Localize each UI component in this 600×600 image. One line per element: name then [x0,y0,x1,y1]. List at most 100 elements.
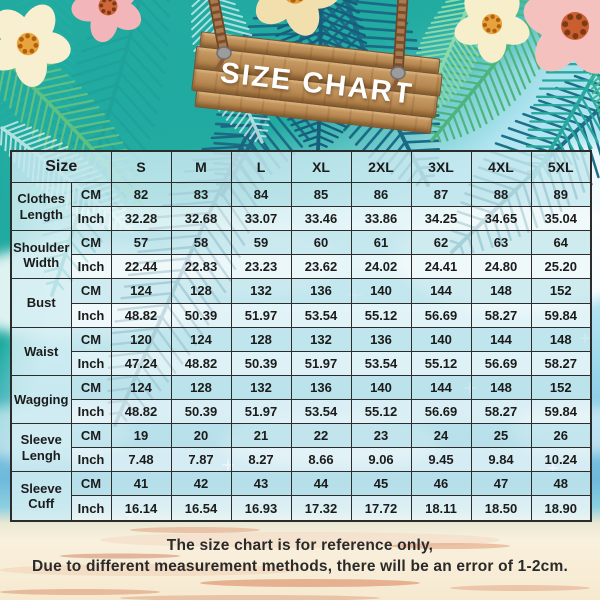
table-row: Inch 48.82 50.39 51.97 53.54 55.12 56.69 58.27 5… [11,302,592,328]
size-header-5xl: 5XL [530,150,592,183]
value-cell: 53.54 [290,302,352,328]
value-cell: 152 [530,278,592,304]
row-label: Waist [10,326,72,376]
value-cell: 148 [530,326,592,352]
value-cell: 21 [230,423,292,449]
value-cell: 41 [110,471,172,497]
flower-icon [71,0,142,43]
value-cell: 144 [470,326,532,352]
value-cell: 124 [110,374,172,400]
size-column-header: Size [10,150,112,183]
value-cell: 48.82 [170,350,232,376]
value-cell: 63 [470,230,532,256]
table-row: Inch 48.82 50.39 51.97 53.54 55.12 56.69 58.27 5… [11,398,592,425]
value-cell: 144 [410,374,472,400]
unit-cell: Inch [70,495,112,522]
value-cell: 140 [350,374,412,400]
size-header-s: S [110,150,172,183]
value-cell: 19 [110,423,172,449]
unit-cell: Inch [70,302,112,328]
table-row: Clothes Length CM 82 83 84 85 86 87 88 89 [10,181,592,232]
value-cell: 48.82 [110,302,172,328]
value-cell: 24.41 [410,254,472,280]
value-cell: 8.27 [230,447,292,473]
value-cell: 51.97 [290,350,352,376]
value-cell: 43 [230,471,292,497]
value-cell: 124 [170,326,232,352]
value-cell: 23.23 [230,254,292,280]
table-row: Inch 32.28 32.68 33.07 33.46 33.86 34.25 34.65 3… [11,206,592,232]
flower-icon [0,4,71,87]
size-chart-table: Size S M L XL 2XL 3XL 4XL 5XL Clothes Length CM 82… [10,150,593,522]
value-cell: 140 [410,326,472,352]
footnote: The size chart is for reference only, Du… [0,536,600,577]
row-label: Clothes Length [10,181,72,232]
table-row: Inch 16.14 16.54 16.93 17.32 17.72 18.11 18.50 1… [11,495,592,522]
value-cell: 53.54 [290,398,352,425]
value-cell: 33.86 [350,206,412,232]
table-row: Sleeve Lengh CM 19 20 21 22 23 24 25 26 [10,423,592,473]
tropical-flowers-icon [0,0,600,87]
unit-cell: CM [70,326,112,352]
row-label: Wagging [10,374,72,425]
table-row: Wagging CM 124 128 132 136 140 144 148 152 [10,374,592,425]
size-header-m: M [170,150,232,183]
value-cell: 7.87 [170,447,232,473]
value-cell: 62 [410,230,472,256]
value-cell: 60 [290,230,352,256]
table-row: Waist CM 120 124 128 132 136 140 144 148 [10,326,592,376]
value-cell: 24.02 [350,254,412,280]
value-cell: 136 [350,326,412,352]
value-cell: 136 [290,278,352,304]
unit-cell: Inch [70,206,112,232]
value-cell: 50.39 [170,398,232,425]
value-cell: 84 [230,181,292,208]
value-cell: 140 [350,278,412,304]
value-cell: 51.97 [230,398,292,425]
value-cell: 144 [410,278,472,304]
unit-cell: CM [70,374,112,400]
value-cell: 17.32 [290,495,352,522]
value-cell: 48 [530,471,592,497]
sand-streaks-decoration [0,527,590,600]
value-cell: 25 [470,423,532,449]
value-cell: 10.24 [530,447,592,473]
value-cell: 51.97 [230,302,292,328]
value-cell: 23 [350,423,412,449]
value-cell: 20 [170,423,232,449]
value-cell: 47 [470,471,532,497]
value-cell: 33.07 [230,206,292,232]
value-cell: 148 [470,374,532,400]
value-cell: 16.93 [230,495,292,522]
value-cell: 64 [530,230,592,256]
value-cell: 44 [290,471,352,497]
table-row: Bust CM 124 128 132 136 140 144 148 152 [10,278,592,328]
flower-icon [454,0,530,63]
value-cell: 55.12 [350,302,412,328]
unit-cell: CM [70,230,112,256]
row-label: Bust [10,278,72,328]
value-cell: 53.54 [350,350,412,376]
value-cell: 9.84 [470,447,532,473]
unit-cell: Inch [70,398,112,425]
value-cell: 46 [410,471,472,497]
value-cell: 33.46 [290,206,352,232]
value-cell: 24 [410,423,472,449]
footnote-line-2: Due to different measurement methods, th… [32,557,568,575]
value-cell: 22.83 [170,254,232,280]
value-cell: 55.12 [410,350,472,376]
value-cell: 48.82 [110,398,172,425]
value-cell: 148 [470,278,532,304]
value-cell: 59.84 [530,398,592,425]
value-cell: 152 [530,374,592,400]
unit-cell: CM [70,471,112,497]
table-row: Sleeve Cuff CM 41 42 43 44 45 46 47 48 [10,471,592,522]
value-cell: 124 [110,278,172,304]
value-cell: 24.80 [470,254,532,280]
size-header-l: L [230,150,292,183]
value-cell: 32.28 [110,206,172,232]
value-cell: 50.39 [230,350,292,376]
size-header-2xl: 2XL [350,150,412,183]
value-cell: 128 [170,278,232,304]
